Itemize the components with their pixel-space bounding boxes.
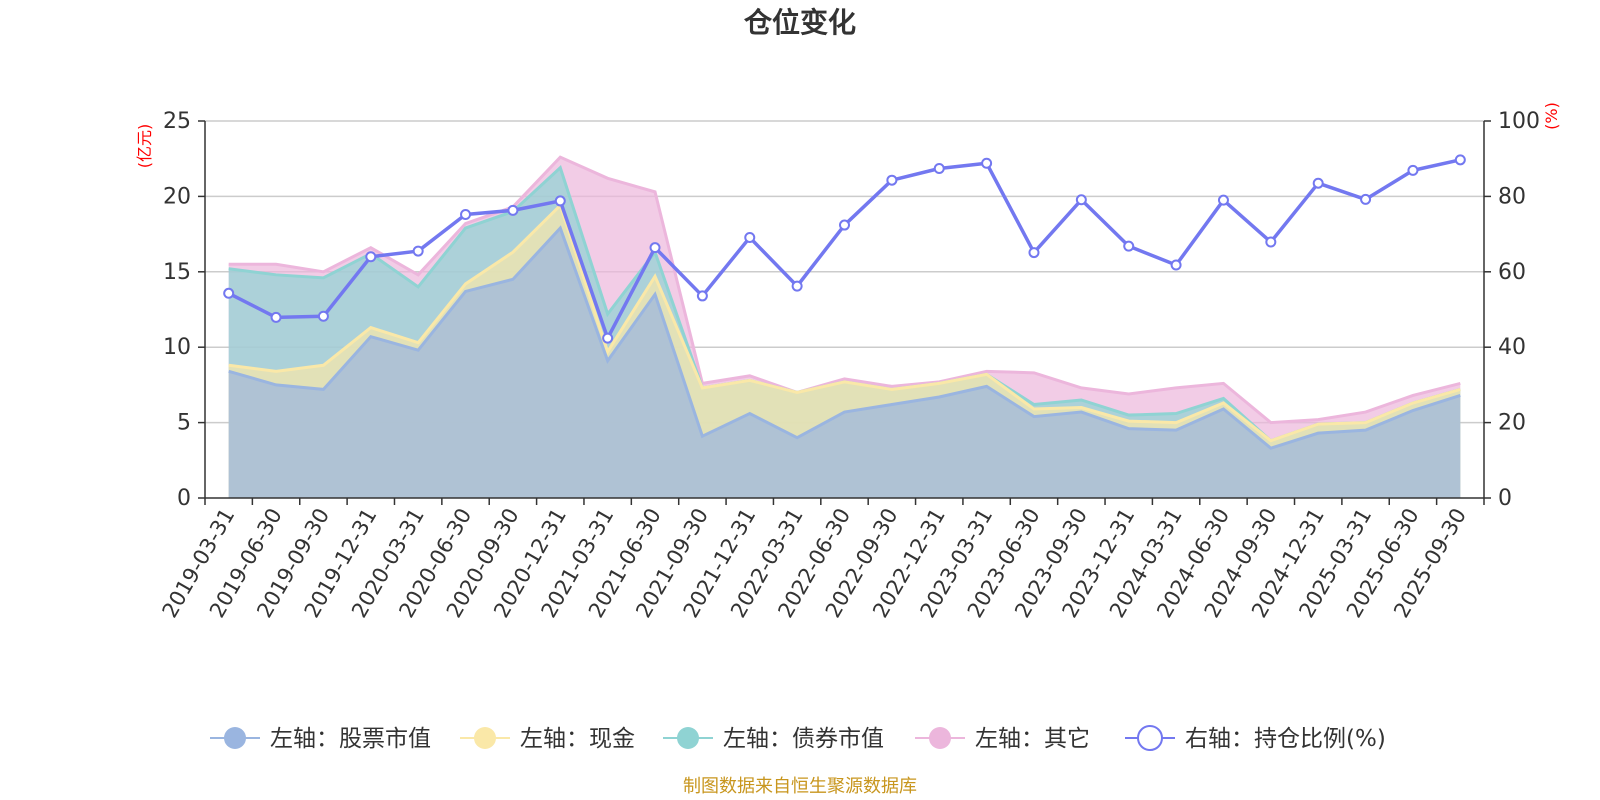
legend-label: 左轴：其它 xyxy=(975,726,1090,752)
source-note: 制图数据来自恒生聚源数据库 xyxy=(683,776,917,797)
ratio-point xyxy=(649,242,661,254)
area-edge-左轴：其它 xyxy=(228,155,1461,425)
left-tick-label: 0 xyxy=(177,486,191,511)
ratio-point xyxy=(933,163,945,175)
right-tick-label: 0 xyxy=(1498,486,1512,511)
ratio-point xyxy=(1360,193,1372,205)
ratio-point xyxy=(1265,236,1277,248)
stacked-areas xyxy=(228,155,1461,499)
left-tick-label: 5 xyxy=(177,411,191,436)
right-tick-label: 60 xyxy=(1498,260,1526,285)
ratio-point xyxy=(744,231,756,243)
ratio-point xyxy=(507,204,519,216)
ratio-point xyxy=(460,208,472,220)
ratio-point xyxy=(365,251,377,263)
ratio-point xyxy=(981,157,993,169)
ratio-point xyxy=(223,287,235,299)
chart-title: 仓位变化 xyxy=(744,6,856,39)
legend-marker xyxy=(1137,725,1163,751)
legend-marker xyxy=(677,727,699,749)
ratio-point xyxy=(554,195,566,207)
left-tick-label: 20 xyxy=(163,184,191,209)
left-tick-label: 15 xyxy=(163,260,191,285)
area-edge-左轴：现金 xyxy=(228,202,1461,443)
ratio-point xyxy=(1123,240,1135,252)
legend: 左轴：股票市值 左轴：现金 左轴：债券市值 左轴：其它 右轴：持仓比例(%) xyxy=(210,725,1386,752)
area-左轴：股票市值 xyxy=(228,228,1461,498)
legend-label: 左轴：债券市值 xyxy=(723,726,884,752)
ratio-point xyxy=(1028,247,1040,259)
legend-marker xyxy=(929,727,951,749)
right-axis-unit: (%) xyxy=(1542,102,1561,130)
right-tick-label: 40 xyxy=(1498,335,1526,360)
legend-label: 左轴：股票市值 xyxy=(270,726,431,752)
legend-marker xyxy=(224,727,246,749)
right-tick-label: 20 xyxy=(1498,411,1526,436)
ratio-point xyxy=(1312,177,1324,189)
ratio-point xyxy=(270,311,282,323)
right-tick-label: 80 xyxy=(1498,184,1526,209)
ratio-point xyxy=(791,280,803,292)
area-edge-左轴：股票市值 xyxy=(228,225,1461,450)
legend-label: 左轴：现金 xyxy=(520,726,635,752)
ratio-point xyxy=(317,310,329,322)
ratio-point xyxy=(412,245,424,257)
left-tick-label: 25 xyxy=(163,109,191,134)
ratio-point xyxy=(886,174,898,186)
legend-label: 右轴：持仓比例(%) xyxy=(1185,726,1386,752)
ratio-point xyxy=(1170,259,1182,271)
ratio-point xyxy=(602,332,614,344)
ratio-point xyxy=(696,290,708,302)
ratio-point xyxy=(1407,164,1419,176)
ratio-point xyxy=(1075,194,1087,206)
right-tick-label: 100 xyxy=(1498,109,1540,134)
ratio-point xyxy=(1217,194,1229,206)
ratio-point xyxy=(1454,154,1466,166)
left-tick-label: 10 xyxy=(163,335,191,360)
ratio-line xyxy=(223,154,1466,344)
left-axis-unit: (亿元) xyxy=(135,124,154,169)
legend-marker xyxy=(474,727,496,749)
ratio-point xyxy=(839,219,850,231)
